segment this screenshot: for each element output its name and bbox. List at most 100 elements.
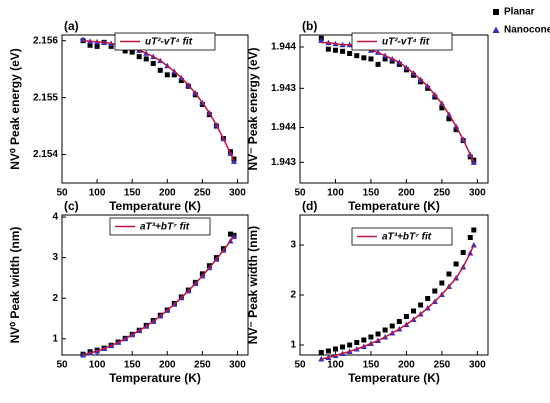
legend-label: Planar: [504, 7, 535, 18]
legend-label: Nanocone: [504, 25, 550, 36]
fit-legend-box: [351, 32, 453, 51]
planar-point: [129, 49, 135, 55]
planar-point: [375, 331, 381, 337]
y-tick-label: 2.154: [33, 149, 58, 160]
x-axis-label: Temperature (K): [109, 199, 201, 213]
planar-point: [164, 72, 170, 78]
panel-label: (d): [302, 199, 317, 213]
x-tick-label: 200: [398, 360, 415, 371]
y-tick-label: 2: [52, 293, 58, 304]
y-tick-label: 4: [52, 212, 58, 223]
x-tick-label: 200: [159, 360, 176, 371]
planar-point: [453, 127, 459, 133]
nanocone-point: [318, 37, 325, 43]
planar-point: [418, 302, 424, 308]
nanocone-point: [470, 242, 477, 248]
y-tick-label: 2: [290, 290, 296, 301]
planar-point: [94, 43, 100, 49]
planar-point: [439, 280, 445, 286]
plot-frame: [61, 214, 249, 356]
x-tick-label: 100: [327, 360, 344, 371]
x-tick-label: 300: [229, 360, 246, 371]
fit-legend-label: uT²-vT⁴ fit: [382, 37, 430, 48]
planar-point: [332, 47, 338, 53]
x-axis-label: Temperature (K): [348, 371, 440, 385]
fit-line: [82, 39, 235, 162]
x-tick-label: 100: [89, 360, 106, 371]
y-axis-label: NV⁰ Peak width (nm): [8, 227, 22, 344]
planar-point: [375, 61, 381, 67]
planar-point: [325, 46, 331, 52]
x-tick-label: 100: [89, 188, 106, 199]
x-tick-label: 150: [124, 188, 141, 199]
x-tick-label: 200: [398, 188, 415, 199]
y-axis-label: NV⁻ Peak width (nm): [246, 226, 260, 344]
legend-swatch: [492, 26, 500, 33]
y-tick-label: 1.943: [271, 83, 296, 94]
planar-point: [368, 334, 374, 340]
fit-line: [321, 244, 475, 360]
fit-legend-box: [109, 217, 211, 236]
panel-label: (b): [302, 19, 317, 33]
planar-point: [354, 53, 360, 59]
y-tick-label: 1.944: [271, 42, 296, 53]
planar-point: [122, 48, 128, 54]
x-tick-label: 50: [56, 360, 68, 371]
planar-point: [460, 250, 466, 255]
planar-point: [318, 350, 324, 355]
planar-point: [446, 271, 452, 277]
x-axis-label: Temperature (K): [348, 199, 440, 213]
planar-point: [389, 323, 395, 329]
fit-legend-label: aT³+bT⁷ fit: [140, 222, 190, 233]
x-axis-label: Temperature (K): [109, 371, 201, 385]
y-tick-label: 3: [52, 252, 58, 263]
planar-point: [382, 56, 388, 62]
planar-point: [150, 60, 156, 66]
x-tick-label: 200: [159, 188, 176, 199]
x-tick-label: 250: [434, 360, 451, 371]
y-tick-label: 1: [290, 340, 296, 351]
fit-line: [82, 236, 235, 356]
y-tick-label: 2.155: [33, 92, 58, 103]
planar-point: [178, 78, 184, 84]
planar-point: [403, 314, 409, 319]
plot-frame: [299, 214, 489, 356]
x-tick-label: 300: [469, 188, 486, 199]
planar-point: [171, 72, 177, 78]
y-axis-label: NV⁻ Peak energy (eV): [246, 47, 260, 170]
planar-point: [347, 51, 353, 56]
planar-point: [467, 235, 473, 240]
planar-point: [453, 261, 459, 267]
x-tick-label: 250: [194, 360, 211, 371]
x-tick-label: 100: [327, 188, 344, 199]
planar-point: [411, 308, 417, 314]
x-tick-label: 50: [56, 188, 68, 199]
planar-point: [157, 67, 163, 73]
x-tick-label: 300: [469, 360, 486, 371]
planar-point: [108, 43, 114, 49]
y-tick-label: 1.944: [271, 122, 296, 133]
planar-point: [87, 42, 93, 48]
fit-legend-label: aT³+bT⁷ fit: [382, 232, 432, 243]
planar-point: [425, 296, 431, 301]
planar-point: [382, 327, 388, 333]
y-tick-label: 1: [52, 333, 58, 344]
planar-point: [396, 319, 402, 324]
planar-point: [136, 54, 142, 60]
planar-point: [332, 346, 338, 352]
x-tick-label: 50: [294, 360, 306, 371]
planar-point: [354, 340, 360, 345]
fit-legend-label: uT²-vT⁴ fit: [145, 37, 193, 48]
planar-point: [143, 56, 149, 62]
x-tick-label: 250: [434, 188, 451, 199]
planar-point: [227, 231, 233, 237]
planar-point: [439, 105, 445, 111]
x-tick-label: 150: [363, 188, 380, 199]
panel-label: (c): [64, 199, 79, 213]
x-tick-label: 50: [294, 188, 306, 199]
x-tick-label: 150: [363, 360, 380, 371]
fit-legend-box: [114, 32, 216, 51]
y-tick-label: 1.943: [271, 157, 296, 168]
x-tick-label: 250: [194, 188, 211, 199]
